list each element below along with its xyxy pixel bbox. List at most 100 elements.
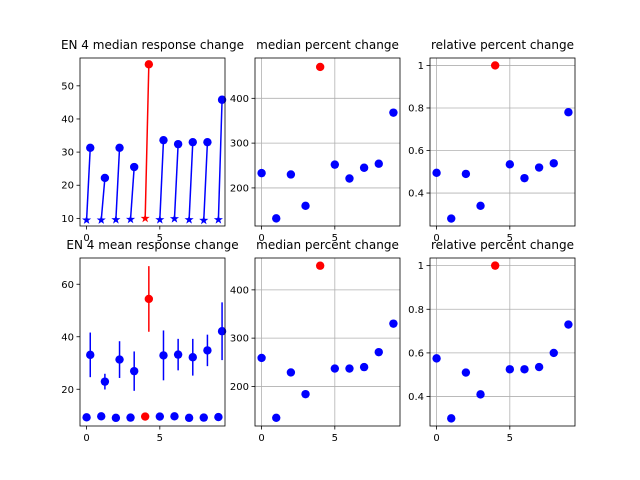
y-tick-label: 0.4 (408, 189, 424, 200)
plot-area (255, 258, 400, 426)
data-point (461, 169, 471, 179)
plot-area (80, 258, 225, 426)
y-tick-label: 0.6 (408, 146, 424, 157)
y-tick-label: 40 (61, 332, 74, 343)
data-point (505, 365, 515, 374)
change-line (173, 144, 179, 219)
change-line (217, 99, 223, 220)
data-point (330, 364, 340, 373)
after-point (144, 60, 154, 69)
before-point (199, 413, 208, 422)
data-point (549, 159, 558, 168)
data-point (272, 214, 281, 223)
x-tick-label: 0 (83, 233, 89, 244)
subplot-3: 0 5 0.4 0.6 0.8 1 relative percent change (408, 38, 576, 244)
x-tick-label: 0 (258, 233, 264, 244)
data-point (315, 62, 325, 72)
data-point (315, 261, 325, 270)
after-point (115, 355, 124, 364)
y-tick-label: 400 (230, 285, 249, 296)
after-point (217, 327, 227, 336)
x-tick-label: 5 (332, 433, 338, 444)
before-point (184, 413, 194, 423)
data-point (461, 368, 471, 377)
subplot-title: EN 4 median response change (61, 38, 244, 52)
x-tick-label: 0 (433, 433, 439, 444)
plot-area (255, 58, 400, 226)
data-point (374, 159, 383, 168)
plot-area (430, 258, 575, 426)
x-tick-label: 5 (507, 233, 513, 244)
before-point (97, 412, 106, 421)
data-point (490, 61, 500, 70)
y-tick-label: 50 (61, 81, 74, 92)
y-tick-label: 0.6 (408, 348, 424, 359)
axes-frame (79, 57, 226, 227)
data-point (505, 160, 515, 169)
subplot-5: 0 5 200 300 400 median percent change (230, 238, 401, 444)
data-point (490, 261, 500, 270)
before-point (214, 412, 223, 422)
y-tick-label: 60 (61, 280, 74, 291)
y-tick-label: 0.4 (408, 392, 424, 403)
before-point (140, 213, 150, 223)
y-tick-label: 1 (418, 61, 424, 72)
data-point (286, 170, 296, 179)
data-point (301, 201, 310, 211)
data-point (520, 365, 529, 374)
data-point (359, 163, 369, 172)
y-tick-label: 30 (61, 148, 74, 159)
subplot-title: median percent change (256, 238, 399, 252)
after-point (203, 346, 212, 355)
subplot-title: EN 4 mean response change (66, 238, 238, 252)
axes-frame (254, 257, 401, 427)
x-tick-label: 0 (258, 433, 264, 444)
before-point (111, 413, 121, 423)
before-point (169, 213, 180, 223)
after-point (188, 353, 197, 362)
subplot-2: 0 5 200 300 400 median percent change (230, 38, 401, 244)
before-point (184, 214, 194, 224)
data-point (564, 108, 573, 117)
data-point (330, 160, 340, 169)
data-point (389, 319, 398, 328)
x-tick-label: 5 (507, 433, 513, 444)
data-point (534, 362, 544, 372)
before-point (155, 412, 165, 421)
y-tick-label: 0.8 (408, 305, 424, 316)
data-point (272, 413, 281, 422)
y-tick-label: 300 (230, 334, 249, 345)
after-point (129, 366, 139, 376)
data-point (476, 201, 485, 210)
before-point (199, 215, 209, 225)
axes-frame (429, 257, 576, 427)
x-tick-label: 0 (433, 233, 439, 244)
change-line (85, 147, 92, 221)
data-point (432, 168, 441, 178)
after-point (86, 350, 95, 360)
before-point (140, 412, 150, 421)
after-point (188, 137, 197, 147)
change-line (100, 177, 106, 221)
y-tick-label: 400 (230, 94, 249, 105)
after-point (100, 173, 110, 183)
change-line (188, 142, 194, 220)
axes-frame (79, 257, 226, 427)
before-point (213, 214, 223, 224)
change-line (144, 64, 150, 219)
after-point (217, 95, 227, 104)
y-tick-label: 200 (230, 382, 249, 393)
x-tick-label: 5 (332, 233, 338, 244)
y-tick-label: 0.8 (408, 103, 424, 114)
change-line (203, 142, 209, 221)
y-tick-label: 20 (61, 385, 74, 396)
subplot-4: 0 5 20 40 60 EN 4 mean response change (61, 238, 238, 444)
after-point (173, 350, 183, 359)
subplot-1: 0 5 10 20 30 40 50 EN 4 median response change (61, 38, 244, 244)
y-tick-label: 1 (418, 261, 424, 272)
data-point (257, 168, 266, 178)
data-point (374, 347, 383, 357)
before-point (82, 215, 92, 224)
x-tick-label: 5 (157, 233, 163, 244)
y-tick-label: 300 (230, 139, 249, 150)
